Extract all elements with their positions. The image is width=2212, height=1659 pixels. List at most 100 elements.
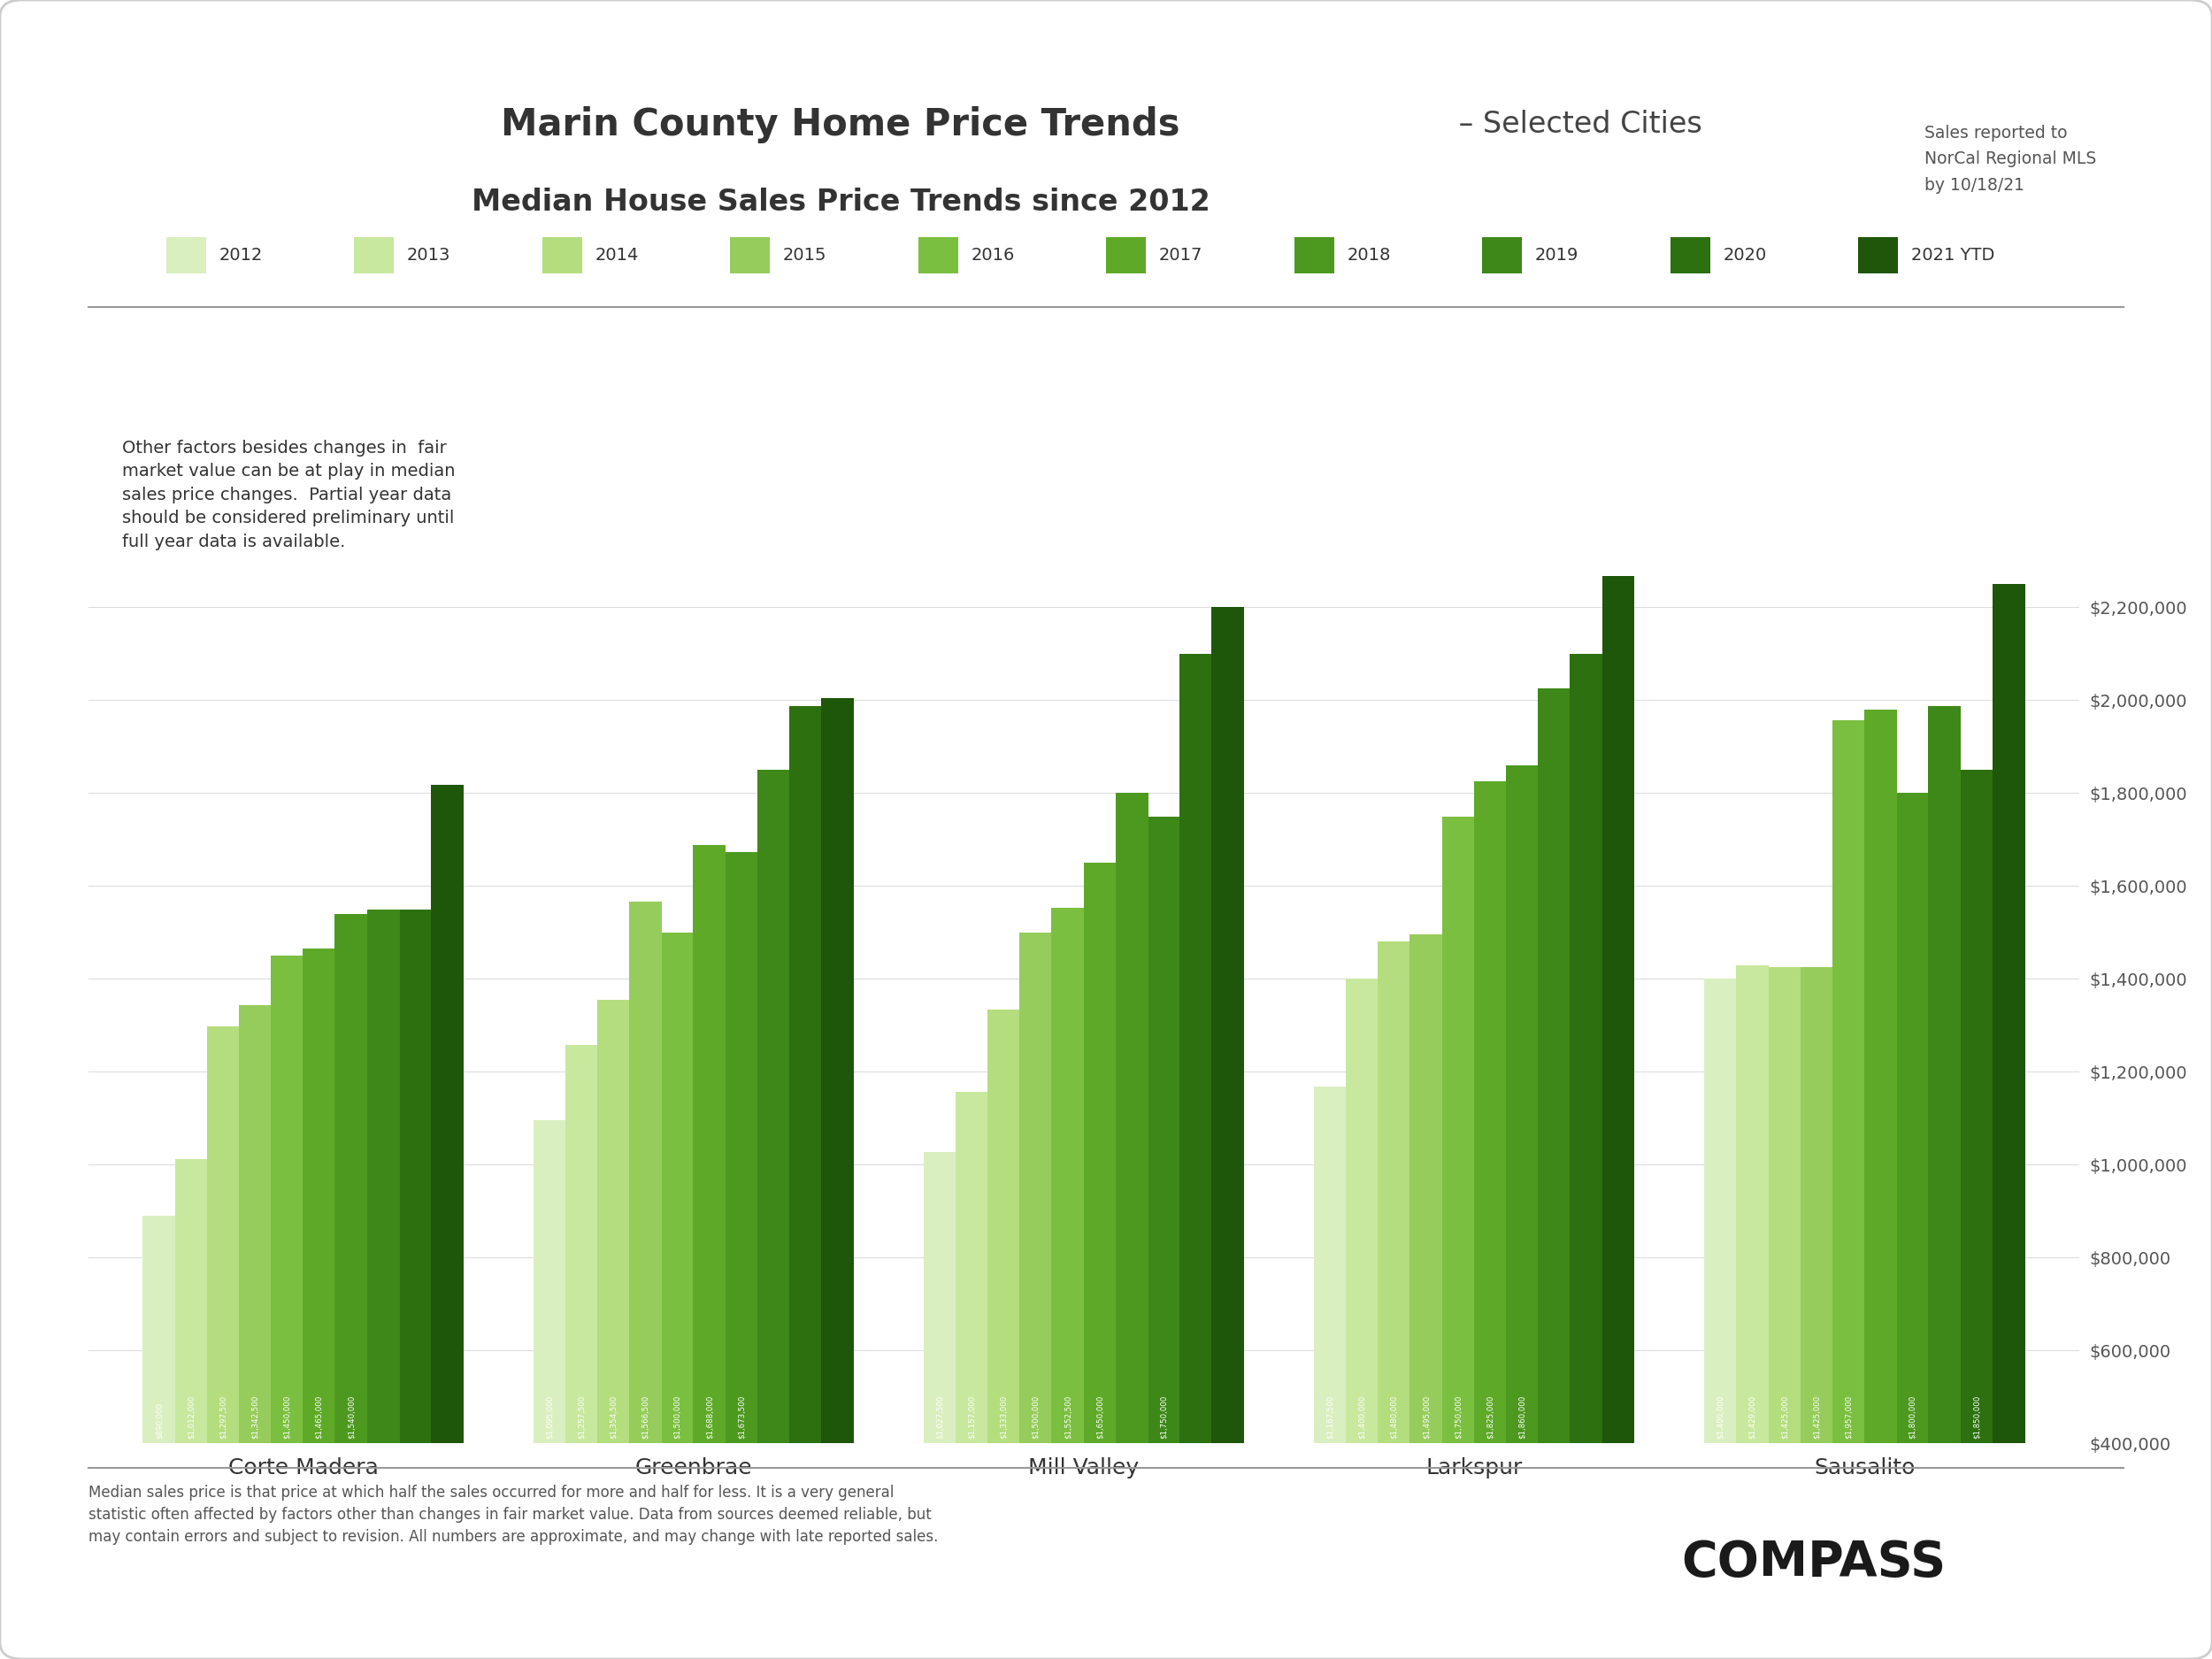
Bar xyxy=(1051,907,1084,1629)
Bar xyxy=(1801,967,1834,1629)
Bar xyxy=(1736,966,1770,1629)
Text: $1,480,000: $1,480,000 xyxy=(1389,1395,1398,1438)
Bar xyxy=(821,698,854,1629)
Text: Sales reported to
NorCal Regional MLS
by 10/18/21: Sales reported to NorCal Regional MLS by… xyxy=(1924,124,2097,194)
Bar xyxy=(431,785,465,1629)
Bar xyxy=(1212,607,1243,1629)
Text: $1,800,000: $1,800,000 xyxy=(1128,1395,1137,1438)
Text: $1,750,000: $1,750,000 xyxy=(1159,1395,1168,1438)
Bar xyxy=(1473,781,1506,1629)
Bar xyxy=(398,909,431,1629)
Text: 2013: 2013 xyxy=(407,247,451,264)
Bar xyxy=(1179,654,1212,1629)
Text: $1,450,000: $1,450,000 xyxy=(283,1395,292,1438)
Text: $1,425,000: $1,425,000 xyxy=(1812,1395,1820,1438)
Bar xyxy=(566,1045,597,1629)
Bar xyxy=(925,1151,956,1629)
Text: $1,800,000: $1,800,000 xyxy=(1909,1395,1916,1438)
Text: $1,566,500: $1,566,500 xyxy=(641,1395,650,1438)
Bar xyxy=(1767,967,1801,1629)
Bar xyxy=(1506,765,1540,1629)
Bar xyxy=(1601,576,1635,1629)
Bar xyxy=(1314,1087,1347,1629)
Text: $1,825,000: $1,825,000 xyxy=(1486,1395,1495,1438)
Bar xyxy=(1148,816,1181,1629)
Text: $1,095,000: $1,095,000 xyxy=(546,1395,553,1438)
Text: $2,100,000: $2,100,000 xyxy=(1192,1395,1199,1438)
Bar xyxy=(1345,979,1378,1629)
Bar xyxy=(1896,793,1929,1629)
Text: $1,297,500: $1,297,500 xyxy=(219,1395,228,1438)
Text: $2,005,000: $2,005,000 xyxy=(834,1395,841,1438)
Bar xyxy=(270,956,303,1629)
Text: $1,027,500: $1,027,500 xyxy=(936,1395,945,1438)
Bar xyxy=(757,770,790,1629)
Text: $1,817,500: $1,817,500 xyxy=(442,1395,451,1438)
Text: $1,354,500: $1,354,500 xyxy=(611,1395,617,1438)
Text: $1,987,500: $1,987,500 xyxy=(801,1395,810,1438)
Text: $1,257,500: $1,257,500 xyxy=(577,1395,586,1438)
Text: $1,550,000: $1,550,000 xyxy=(378,1395,387,1438)
Text: 2012: 2012 xyxy=(219,247,263,264)
Text: $1,850,000: $1,850,000 xyxy=(1973,1395,1980,1438)
Text: 2016: 2016 xyxy=(971,247,1015,264)
Bar xyxy=(334,914,367,1629)
Text: – Selected Cities: – Selected Cities xyxy=(1449,109,1701,139)
Text: $1,688,000: $1,688,000 xyxy=(706,1395,714,1438)
Bar xyxy=(692,844,726,1629)
Bar xyxy=(661,932,695,1629)
Bar xyxy=(1993,584,2024,1629)
Text: $2,100,000: $2,100,000 xyxy=(1582,1395,1590,1438)
Text: $1,500,000: $1,500,000 xyxy=(672,1395,681,1438)
Text: $1,540,000: $1,540,000 xyxy=(347,1395,356,1438)
Text: $1,012,000: $1,012,000 xyxy=(188,1395,195,1438)
Text: $1,342,500: $1,342,500 xyxy=(252,1395,259,1438)
Text: $1,465,000: $1,465,000 xyxy=(314,1395,323,1438)
Text: $1,157,000: $1,157,000 xyxy=(969,1395,975,1438)
Text: $2,200,000: $2,200,000 xyxy=(1223,1395,1232,1438)
Text: $1,500,000: $1,500,000 xyxy=(1031,1395,1040,1438)
Bar xyxy=(1865,710,1898,1629)
Bar xyxy=(726,851,759,1629)
Text: Other factors besides changes in  fair
market value can be at play in median
sal: Other factors besides changes in fair ma… xyxy=(122,440,456,551)
Text: 2020: 2020 xyxy=(1723,247,1767,264)
Bar xyxy=(303,949,336,1629)
Text: $1,860,000: $1,860,000 xyxy=(1517,1395,1526,1438)
Text: COMPASS: COMPASS xyxy=(1681,1540,1947,1586)
Bar xyxy=(790,707,823,1629)
Bar xyxy=(1571,654,1601,1629)
Bar xyxy=(1537,688,1571,1629)
Text: 2021 YTD: 2021 YTD xyxy=(1911,247,1995,264)
Text: 2019: 2019 xyxy=(1535,247,1579,264)
Text: $1,550,000: $1,550,000 xyxy=(411,1395,420,1438)
Bar xyxy=(1960,770,1993,1629)
Text: $1,552,500: $1,552,500 xyxy=(1064,1395,1073,1438)
Bar xyxy=(1020,932,1053,1629)
Bar xyxy=(1378,942,1411,1629)
Text: $1,425,000: $1,425,000 xyxy=(1781,1395,1790,1438)
Text: $1,750,000: $1,750,000 xyxy=(1453,1395,1462,1438)
Text: $890,000: $890,000 xyxy=(155,1402,164,1438)
Bar xyxy=(987,1010,1020,1629)
Bar xyxy=(1084,863,1117,1629)
Text: Median sales price is that price at which half the sales occurred for more and h: Median sales price is that price at whic… xyxy=(88,1485,938,1545)
Text: $1,988,000: $1,988,000 xyxy=(1940,1395,1949,1438)
Bar xyxy=(1703,979,1736,1629)
Text: 2015: 2015 xyxy=(783,247,827,264)
Text: $1,400,000: $1,400,000 xyxy=(1717,1395,1725,1438)
Text: $1,333,000: $1,333,000 xyxy=(1000,1395,1009,1438)
Bar xyxy=(597,1000,630,1629)
Text: $1,980,000: $1,980,000 xyxy=(1876,1395,1885,1438)
Text: $1,673,500: $1,673,500 xyxy=(737,1395,745,1438)
Bar xyxy=(367,909,400,1629)
Text: $2,267,500: $2,267,500 xyxy=(1615,1395,1621,1438)
Text: $2,025,000: $2,025,000 xyxy=(1551,1395,1557,1438)
Bar xyxy=(144,1216,175,1629)
Text: $2,250,000: $2,250,000 xyxy=(2004,1395,2013,1438)
Text: Median House Sales Price Trends since 2012: Median House Sales Price Trends since 20… xyxy=(471,187,1210,217)
Text: $1,400,000: $1,400,000 xyxy=(1358,1395,1367,1438)
Bar xyxy=(1409,934,1442,1629)
Bar xyxy=(239,1005,272,1629)
Bar xyxy=(175,1160,208,1629)
Bar xyxy=(533,1120,566,1629)
